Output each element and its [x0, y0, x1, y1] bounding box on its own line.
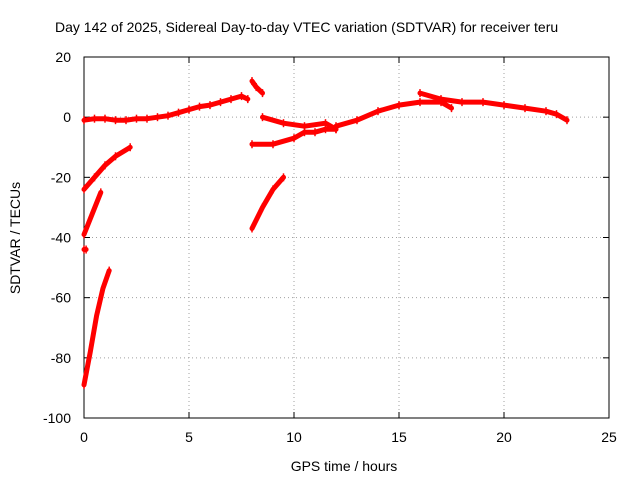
series-arc-4	[81, 188, 104, 239]
series-arc-8	[249, 125, 339, 149]
series-arc-3	[81, 143, 133, 194]
x-tick-label: 0	[80, 429, 88, 445]
y-tick-label: -80	[51, 350, 71, 366]
x-tick-label: 20	[496, 429, 512, 445]
x-axis-label: GPS time / hours	[291, 458, 398, 474]
series-trace	[81, 93, 251, 123]
y-tick-label: -20	[51, 169, 71, 185]
y-axis-label: SDTVAR / TECUs	[7, 182, 23, 294]
grid	[84, 57, 609, 418]
series-arc-6	[81, 245, 89, 254]
series-arc-7	[249, 173, 286, 233]
y-tick-labels: -100 -80 -60 -40 -20 0 20	[43, 49, 71, 426]
series-arc-11	[417, 89, 570, 125]
x-tick-label: 5	[185, 429, 193, 445]
y-tick-label: -100	[43, 410, 71, 426]
series-arc-1	[81, 92, 251, 125]
y-tick-label: 20	[55, 49, 71, 65]
series-arc-10	[333, 98, 454, 131]
y-tick-label: 0	[63, 109, 71, 125]
series-trace	[81, 268, 112, 388]
y-tick-label: -60	[51, 290, 71, 306]
series-trace	[249, 78, 265, 96]
series-arc-9	[260, 113, 339, 134]
x-tick-labels: 0 5 10 15 20 25	[80, 429, 617, 445]
x-tick-label: 25	[601, 429, 617, 445]
series-trace	[333, 99, 454, 129]
series-arc-5	[81, 266, 112, 389]
x-tick-label: 15	[391, 429, 407, 445]
x-tick-label: 10	[286, 429, 302, 445]
series-trace	[81, 144, 133, 192]
series-trace	[417, 90, 570, 123]
y-tick-label: -40	[51, 230, 71, 246]
series-arc-2	[249, 77, 265, 98]
data-series	[81, 77, 570, 389]
series-trace	[249, 174, 286, 231]
chart-title: Day 142 of 2025, Sidereal Day-to-day VTE…	[55, 19, 558, 35]
